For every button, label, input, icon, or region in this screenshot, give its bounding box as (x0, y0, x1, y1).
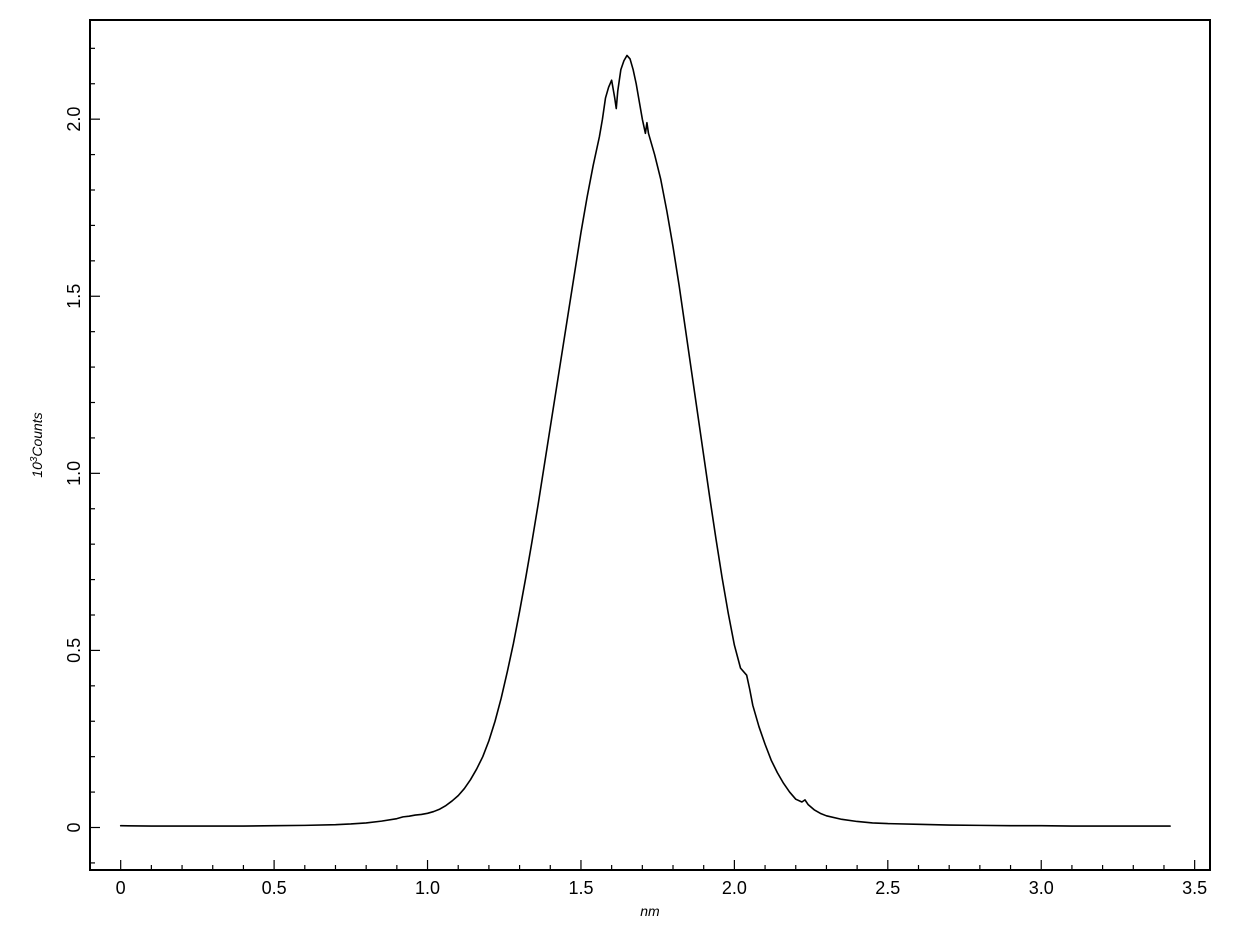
svg-text:nm: nm (640, 903, 660, 919)
svg-text:1.0: 1.0 (415, 878, 440, 898)
svg-text:1.0: 1.0 (64, 461, 84, 486)
spectrum-chart: 0 0.5 1.0 1.5 2.0 2.5 3.0 3.5 nm 0 0.5 1.0 1.5 2.0 103… (0, 0, 1239, 933)
svg-text:2.5: 2.5 (875, 878, 900, 898)
svg-text:3.5: 3.5 (1182, 878, 1207, 898)
svg-text:1.5: 1.5 (568, 878, 593, 898)
svg-text:103Counts: 103Counts (29, 412, 46, 477)
svg-text:1.5: 1.5 (64, 284, 84, 309)
svg-text:3.0: 3.0 (1029, 878, 1054, 898)
svg-text:0.5: 0.5 (262, 878, 287, 898)
svg-text:0.5: 0.5 (64, 638, 84, 663)
svg-text:2.0: 2.0 (64, 107, 84, 132)
svg-text:0: 0 (116, 878, 126, 898)
svg-text:0: 0 (64, 822, 84, 832)
svg-text:2.0: 2.0 (722, 878, 747, 898)
chart-container: 0 0.5 1.0 1.5 2.0 2.5 3.0 3.5 nm 0 0.5 1.0 1.5 2.0 103… (0, 0, 1239, 933)
